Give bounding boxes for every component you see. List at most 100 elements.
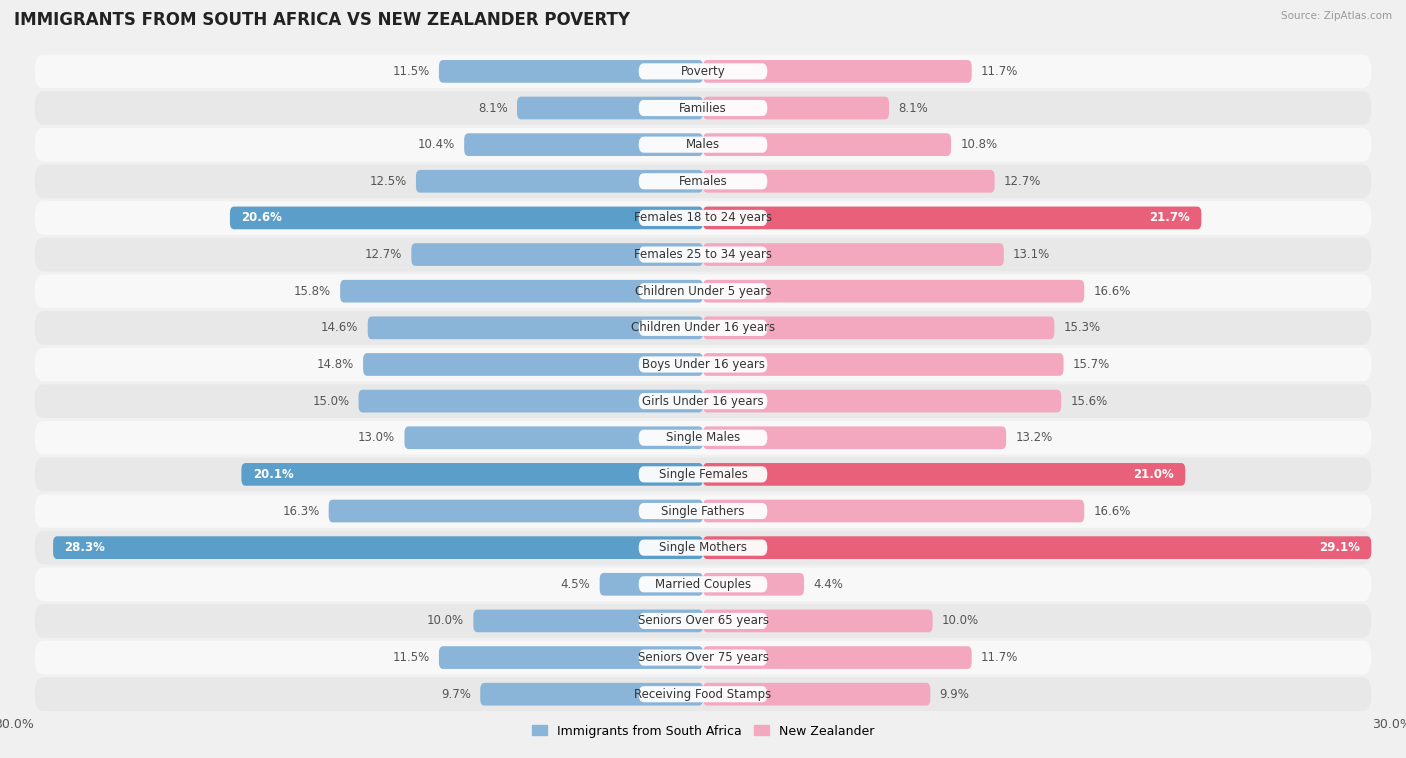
FancyBboxPatch shape xyxy=(703,683,931,706)
FancyBboxPatch shape xyxy=(638,64,768,80)
FancyBboxPatch shape xyxy=(638,466,768,482)
FancyBboxPatch shape xyxy=(35,128,1371,161)
FancyBboxPatch shape xyxy=(703,353,1063,376)
Text: Males: Males xyxy=(686,138,720,151)
Text: Single Males: Single Males xyxy=(666,431,740,444)
FancyBboxPatch shape xyxy=(405,427,703,449)
FancyBboxPatch shape xyxy=(35,55,1371,88)
Text: 4.4%: 4.4% xyxy=(813,578,844,590)
Text: 4.5%: 4.5% xyxy=(561,578,591,590)
Text: Single Fathers: Single Fathers xyxy=(661,505,745,518)
FancyBboxPatch shape xyxy=(638,686,768,702)
Text: 16.6%: 16.6% xyxy=(1094,505,1130,518)
Text: 8.1%: 8.1% xyxy=(478,102,508,114)
FancyBboxPatch shape xyxy=(474,609,703,632)
Text: Source: ZipAtlas.com: Source: ZipAtlas.com xyxy=(1281,11,1392,21)
FancyBboxPatch shape xyxy=(703,573,804,596)
FancyBboxPatch shape xyxy=(703,427,1007,449)
Text: Females: Females xyxy=(679,175,727,188)
Text: 15.7%: 15.7% xyxy=(1073,358,1109,371)
FancyBboxPatch shape xyxy=(638,283,768,299)
FancyBboxPatch shape xyxy=(35,458,1371,491)
FancyBboxPatch shape xyxy=(35,201,1371,235)
FancyBboxPatch shape xyxy=(599,573,703,596)
Text: Families: Families xyxy=(679,102,727,114)
FancyBboxPatch shape xyxy=(35,164,1371,198)
Text: Girls Under 16 years: Girls Under 16 years xyxy=(643,395,763,408)
FancyBboxPatch shape xyxy=(703,97,889,119)
FancyBboxPatch shape xyxy=(35,421,1371,455)
FancyBboxPatch shape xyxy=(703,133,950,156)
FancyBboxPatch shape xyxy=(638,356,768,372)
FancyBboxPatch shape xyxy=(35,531,1371,565)
FancyBboxPatch shape xyxy=(416,170,703,193)
FancyBboxPatch shape xyxy=(638,650,768,666)
Text: 29.1%: 29.1% xyxy=(1319,541,1360,554)
Text: 9.9%: 9.9% xyxy=(939,688,969,700)
Text: Married Couples: Married Couples xyxy=(655,578,751,590)
FancyBboxPatch shape xyxy=(35,568,1371,601)
Text: 14.6%: 14.6% xyxy=(321,321,359,334)
Legend: Immigrants from South Africa, New Zealander: Immigrants from South Africa, New Zealan… xyxy=(527,719,879,743)
Text: 11.7%: 11.7% xyxy=(981,65,1018,78)
Text: 9.7%: 9.7% xyxy=(441,688,471,700)
Text: 15.6%: 15.6% xyxy=(1070,395,1108,408)
Text: Children Under 5 years: Children Under 5 years xyxy=(634,285,772,298)
FancyBboxPatch shape xyxy=(517,97,703,119)
FancyBboxPatch shape xyxy=(638,540,768,556)
Text: 11.5%: 11.5% xyxy=(392,651,430,664)
Text: 21.7%: 21.7% xyxy=(1149,211,1189,224)
FancyBboxPatch shape xyxy=(638,246,768,262)
FancyBboxPatch shape xyxy=(35,238,1371,271)
Text: 11.5%: 11.5% xyxy=(392,65,430,78)
Text: IMMIGRANTS FROM SOUTH AFRICA VS NEW ZEALANDER POVERTY: IMMIGRANTS FROM SOUTH AFRICA VS NEW ZEAL… xyxy=(14,11,630,30)
Text: 20.6%: 20.6% xyxy=(242,211,283,224)
FancyBboxPatch shape xyxy=(638,136,768,152)
FancyBboxPatch shape xyxy=(35,311,1371,345)
Text: 8.1%: 8.1% xyxy=(898,102,928,114)
FancyBboxPatch shape xyxy=(35,274,1371,308)
FancyBboxPatch shape xyxy=(638,503,768,519)
FancyBboxPatch shape xyxy=(703,207,1201,229)
FancyBboxPatch shape xyxy=(35,494,1371,528)
FancyBboxPatch shape xyxy=(329,500,703,522)
FancyBboxPatch shape xyxy=(703,317,1054,339)
Text: 14.8%: 14.8% xyxy=(316,358,354,371)
FancyBboxPatch shape xyxy=(35,604,1371,637)
Text: 10.0%: 10.0% xyxy=(427,615,464,628)
FancyBboxPatch shape xyxy=(368,317,703,339)
Text: Single Mothers: Single Mothers xyxy=(659,541,747,554)
Text: 13.1%: 13.1% xyxy=(1012,248,1050,261)
FancyBboxPatch shape xyxy=(703,537,1371,559)
Text: 12.5%: 12.5% xyxy=(370,175,406,188)
FancyBboxPatch shape xyxy=(412,243,703,266)
Text: 15.8%: 15.8% xyxy=(294,285,330,298)
FancyBboxPatch shape xyxy=(53,537,703,559)
Text: 10.8%: 10.8% xyxy=(960,138,997,151)
FancyBboxPatch shape xyxy=(638,210,768,226)
FancyBboxPatch shape xyxy=(439,60,703,83)
FancyBboxPatch shape xyxy=(638,100,768,116)
Text: 10.0%: 10.0% xyxy=(942,615,979,628)
FancyBboxPatch shape xyxy=(35,384,1371,418)
FancyBboxPatch shape xyxy=(638,174,768,190)
Text: 16.6%: 16.6% xyxy=(1094,285,1130,298)
FancyBboxPatch shape xyxy=(703,500,1084,522)
Text: Females 25 to 34 years: Females 25 to 34 years xyxy=(634,248,772,261)
FancyBboxPatch shape xyxy=(703,463,1185,486)
Text: 12.7%: 12.7% xyxy=(364,248,402,261)
FancyBboxPatch shape xyxy=(363,353,703,376)
FancyBboxPatch shape xyxy=(35,641,1371,675)
FancyBboxPatch shape xyxy=(35,678,1371,711)
FancyBboxPatch shape xyxy=(703,609,932,632)
Text: 11.7%: 11.7% xyxy=(981,651,1018,664)
FancyBboxPatch shape xyxy=(242,463,703,486)
FancyBboxPatch shape xyxy=(340,280,703,302)
FancyBboxPatch shape xyxy=(638,430,768,446)
FancyBboxPatch shape xyxy=(703,647,972,669)
Text: 28.3%: 28.3% xyxy=(65,541,105,554)
Text: 12.7%: 12.7% xyxy=(1004,175,1042,188)
FancyBboxPatch shape xyxy=(481,683,703,706)
FancyBboxPatch shape xyxy=(35,348,1371,381)
FancyBboxPatch shape xyxy=(35,91,1371,125)
